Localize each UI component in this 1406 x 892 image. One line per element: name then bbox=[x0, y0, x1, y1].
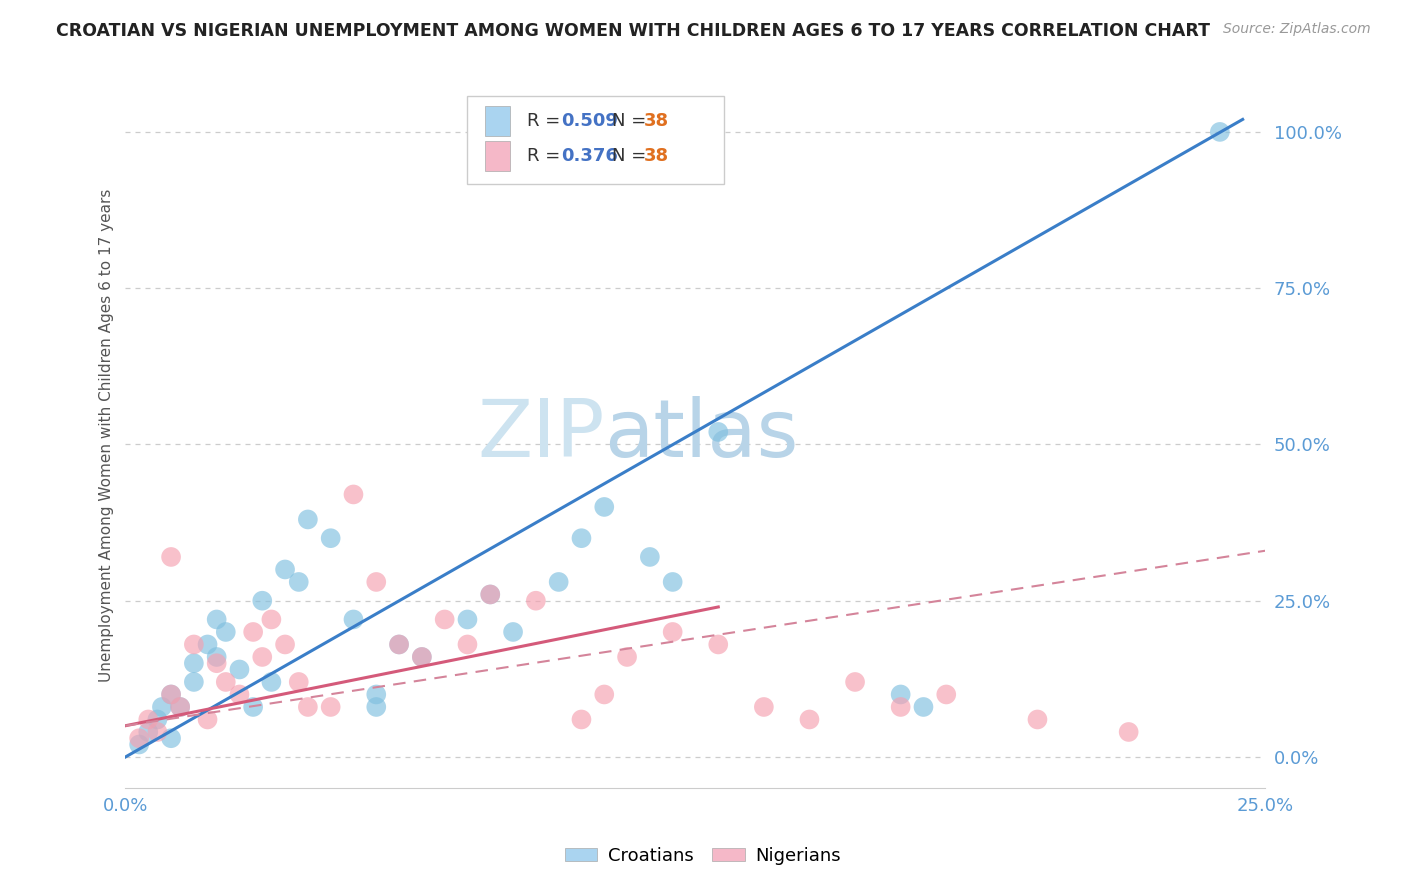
Point bbox=[912, 700, 935, 714]
Point bbox=[456, 612, 478, 626]
Point bbox=[890, 700, 912, 714]
Point bbox=[433, 612, 456, 626]
Point bbox=[160, 549, 183, 564]
Point bbox=[297, 512, 319, 526]
Point bbox=[160, 688, 183, 702]
Point bbox=[128, 738, 150, 752]
Point bbox=[388, 637, 411, 651]
Point bbox=[890, 688, 912, 702]
Point bbox=[411, 650, 433, 665]
Point bbox=[205, 650, 228, 665]
Point bbox=[342, 612, 364, 626]
Point bbox=[183, 657, 205, 671]
Point bbox=[752, 700, 775, 714]
Text: 38: 38 bbox=[644, 147, 669, 165]
Text: atlas: atlas bbox=[605, 396, 799, 474]
Point bbox=[524, 593, 547, 607]
FancyBboxPatch shape bbox=[467, 96, 724, 185]
Point bbox=[252, 593, 274, 607]
Point bbox=[205, 612, 228, 626]
Point bbox=[242, 700, 264, 714]
Point bbox=[707, 425, 730, 439]
Point bbox=[342, 487, 364, 501]
Point bbox=[638, 549, 661, 564]
Point bbox=[183, 637, 205, 651]
Point bbox=[205, 657, 228, 671]
Point bbox=[571, 531, 593, 545]
Point bbox=[228, 688, 250, 702]
Point bbox=[228, 663, 250, 677]
Point bbox=[502, 624, 524, 639]
FancyBboxPatch shape bbox=[485, 141, 509, 171]
Legend: Croatians, Nigerians: Croatians, Nigerians bbox=[558, 840, 848, 872]
Point bbox=[169, 700, 191, 714]
Point bbox=[571, 713, 593, 727]
Text: Source: ZipAtlas.com: Source: ZipAtlas.com bbox=[1223, 22, 1371, 37]
Point bbox=[197, 637, 219, 651]
Point bbox=[150, 700, 173, 714]
Point bbox=[366, 574, 388, 589]
Point bbox=[547, 574, 569, 589]
Point bbox=[319, 531, 342, 545]
Point bbox=[1118, 725, 1140, 739]
Text: CROATIAN VS NIGERIAN UNEMPLOYMENT AMONG WOMEN WITH CHILDREN AGES 6 TO 17 YEARS C: CROATIAN VS NIGERIAN UNEMPLOYMENT AMONG … bbox=[56, 22, 1211, 40]
Point bbox=[479, 587, 502, 601]
Point bbox=[274, 637, 297, 651]
Point bbox=[799, 713, 821, 727]
Point bbox=[935, 688, 957, 702]
Point bbox=[479, 587, 502, 601]
Point bbox=[146, 725, 169, 739]
Point bbox=[260, 612, 283, 626]
FancyBboxPatch shape bbox=[485, 106, 509, 136]
Text: N =: N = bbox=[612, 112, 652, 129]
Text: 0.509: 0.509 bbox=[561, 112, 617, 129]
Point bbox=[287, 675, 309, 690]
Point bbox=[169, 700, 191, 714]
Point bbox=[661, 574, 683, 589]
Text: R =: R = bbox=[527, 112, 565, 129]
Point bbox=[297, 700, 319, 714]
Point bbox=[1209, 125, 1232, 139]
Point bbox=[160, 688, 183, 702]
Point bbox=[366, 688, 388, 702]
Point bbox=[128, 731, 150, 746]
Point bbox=[1026, 713, 1049, 727]
Point bbox=[456, 637, 478, 651]
Point bbox=[197, 713, 219, 727]
Point bbox=[215, 675, 238, 690]
Point bbox=[252, 650, 274, 665]
Point bbox=[136, 713, 159, 727]
Point bbox=[183, 675, 205, 690]
Point bbox=[411, 650, 433, 665]
Point bbox=[136, 725, 159, 739]
Point bbox=[215, 624, 238, 639]
Point bbox=[274, 562, 297, 576]
Point bbox=[366, 700, 388, 714]
Point bbox=[160, 731, 183, 746]
Text: 38: 38 bbox=[644, 112, 669, 129]
Point bbox=[593, 500, 616, 514]
Point bbox=[260, 675, 283, 690]
Text: R =: R = bbox=[527, 147, 565, 165]
Point bbox=[146, 713, 169, 727]
Text: ZIP: ZIP bbox=[477, 396, 605, 474]
Point bbox=[661, 624, 683, 639]
Point bbox=[707, 637, 730, 651]
Point bbox=[319, 700, 342, 714]
Point bbox=[616, 650, 638, 665]
Text: 0.376: 0.376 bbox=[561, 147, 617, 165]
Point bbox=[242, 624, 264, 639]
Y-axis label: Unemployment Among Women with Children Ages 6 to 17 years: Unemployment Among Women with Children A… bbox=[100, 188, 114, 681]
Point bbox=[287, 574, 309, 589]
Point bbox=[844, 675, 866, 690]
Text: N =: N = bbox=[612, 147, 652, 165]
Point bbox=[388, 637, 411, 651]
Point bbox=[593, 688, 616, 702]
